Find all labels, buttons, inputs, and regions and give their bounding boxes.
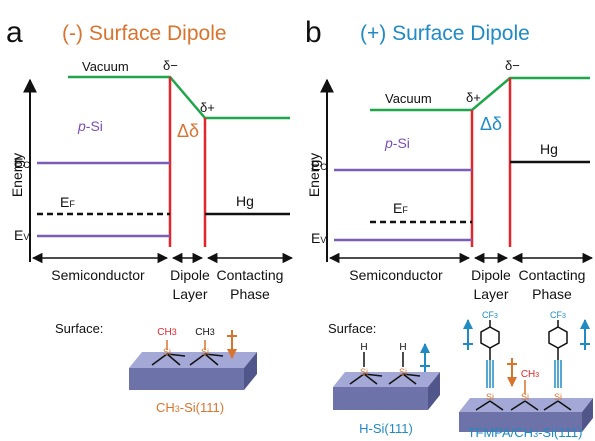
chem-main: CF xyxy=(482,310,494,320)
methyl-label: CH3 xyxy=(195,327,214,338)
caption-part: CH xyxy=(156,400,175,415)
si-label: Si xyxy=(201,347,209,357)
ec-main: E xyxy=(14,155,23,171)
slab-front xyxy=(333,387,428,410)
delta-delta: Δδ xyxy=(177,121,199,141)
region-label: Dipole xyxy=(170,267,210,283)
panel-letter: b xyxy=(305,16,322,49)
ef-sub: F xyxy=(69,199,75,209)
si-label: Si xyxy=(521,392,529,402)
contact-label: Hg xyxy=(236,193,254,209)
chem-sub: 3 xyxy=(535,372,539,379)
caption-part: -Si(111) xyxy=(180,400,224,415)
ec-label: EC xyxy=(14,155,30,171)
ef-sub: F xyxy=(402,205,408,215)
page: a (-) Surface Dipole Energy Vacuum δ− δ+… xyxy=(0,0,595,441)
contact-label: Hg xyxy=(540,141,558,157)
chem-sub: 3 xyxy=(172,327,177,337)
ec-main: E xyxy=(311,157,320,173)
ec-sub: C xyxy=(23,160,30,170)
panel-letter: a xyxy=(6,16,23,49)
vacuum-label: Vacuum xyxy=(385,91,432,106)
caption-part: -Si(111) xyxy=(538,425,582,440)
surface-caption: H-Si(111) xyxy=(359,421,413,436)
si-label: Si xyxy=(554,392,562,402)
ef-main: E xyxy=(60,194,69,210)
ev-main: E xyxy=(311,230,320,246)
panel-title: (+) Surface Dipole xyxy=(360,22,530,45)
slab-top xyxy=(129,352,257,368)
chem-sub: 3 xyxy=(494,313,498,320)
region-label: Contacting xyxy=(217,267,284,283)
material-prefix: p xyxy=(384,135,393,151)
slab-front xyxy=(129,368,244,390)
ev-sub: V xyxy=(320,235,326,245)
h-label: H xyxy=(360,342,367,353)
region-label: Dipole xyxy=(471,267,511,283)
chem-main: CH xyxy=(521,369,535,380)
region-label: Phase xyxy=(230,286,270,302)
material-prefix: p xyxy=(77,118,86,134)
methyl-label: CH3 xyxy=(157,327,176,338)
ef-label: EF xyxy=(60,194,75,210)
si-label: Si xyxy=(163,347,171,357)
ev-sub: V xyxy=(23,232,29,242)
surface-caption: CH3-Si(111) xyxy=(156,400,224,415)
ev-label: EV xyxy=(14,227,29,243)
si-label: Si xyxy=(360,367,368,377)
region-label: Contacting xyxy=(519,267,586,283)
ec-label: EC xyxy=(311,157,327,173)
ec-sub: C xyxy=(320,162,327,172)
si-label: Si xyxy=(399,367,407,377)
material-label: p-Si xyxy=(384,135,410,151)
vacuum-label: Vacuum xyxy=(82,59,129,74)
surface-label: Surface: xyxy=(328,321,376,336)
ef-main: E xyxy=(393,200,402,216)
caption-part: TFMPA/CH xyxy=(468,425,533,440)
methyl-label: CH3 xyxy=(521,369,539,380)
chem-main: CH xyxy=(195,327,209,338)
region-label: Layer xyxy=(172,286,207,302)
delta-delta: Δδ xyxy=(480,114,502,134)
material-name: -Si xyxy=(393,135,410,151)
region-label: Layer xyxy=(473,286,508,302)
material-name: -Si xyxy=(86,118,103,134)
panel-a: a (-) Surface Dipole Energy Vacuum δ− δ+… xyxy=(6,16,292,415)
cf3-label: CF3 xyxy=(550,310,566,320)
delta-label: δ− xyxy=(505,58,520,73)
ef-label: EF xyxy=(393,200,408,216)
h-label: H xyxy=(399,342,406,353)
cf3-label: CF3 xyxy=(482,310,498,320)
delta-label: δ− xyxy=(163,58,178,73)
region-label: Phase xyxy=(532,286,572,302)
region-label: Semiconductor xyxy=(349,267,443,283)
delta-label: δ+ xyxy=(466,90,481,105)
region-label: Semiconductor xyxy=(51,267,145,283)
si-label: Si xyxy=(486,392,494,402)
surface-caption: TFMPA/CH3-Si(111) xyxy=(468,425,583,440)
chem-sub: 3 xyxy=(210,327,215,337)
material-label: p-Si xyxy=(77,118,103,134)
delta-label: δ+ xyxy=(200,100,215,115)
ev-main: E xyxy=(14,227,23,243)
vacuum-level xyxy=(68,77,290,118)
chem-main: CF xyxy=(550,310,562,320)
slab-top xyxy=(333,372,440,387)
surface-label: Surface: xyxy=(55,321,103,336)
panel-title: (-) Surface Dipole xyxy=(62,22,227,45)
figure: a (-) Surface Dipole Energy Vacuum δ− δ+… xyxy=(0,0,595,441)
chem-main: CH xyxy=(157,327,171,338)
panel-b: b (+) Surface Dipole Energy Vacuum δ+ δ−… xyxy=(305,16,593,440)
ev-label: EV xyxy=(311,230,326,246)
chem-sub: 3 xyxy=(562,313,566,320)
